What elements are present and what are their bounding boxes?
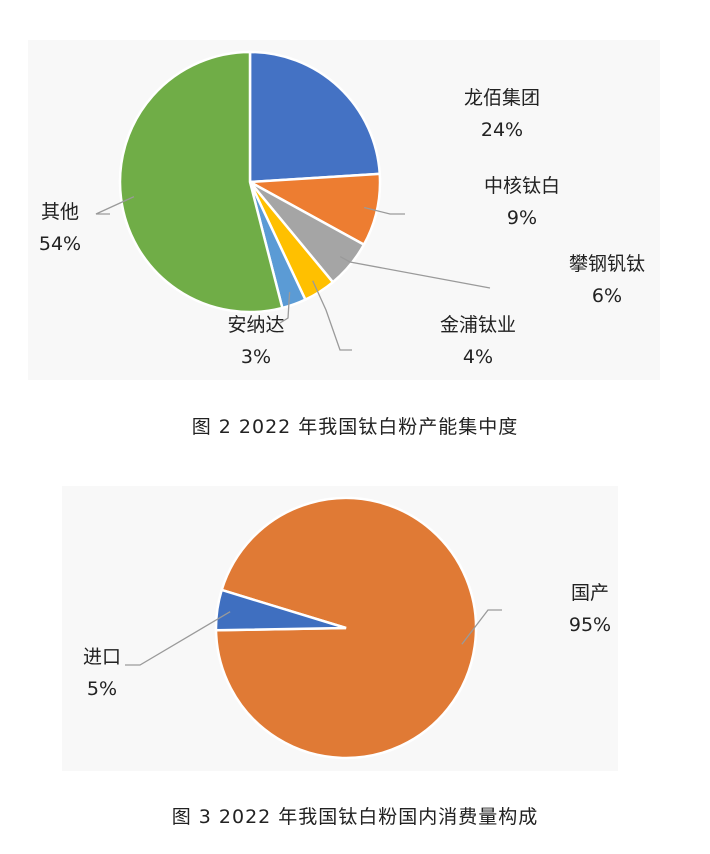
figure-caption: 图 2 2022 年我国钛白粉产能集中度 — [191, 416, 519, 438]
slice-value-label: 24% — [481, 119, 523, 141]
slice-name-label: 其他 — [41, 201, 79, 223]
slice-value-label: 3% — [241, 346, 271, 368]
leader-line — [95, 196, 135, 215]
slice-value-label: 5% — [87, 678, 117, 700]
leader-line — [339, 256, 491, 289]
leader-line — [461, 609, 502, 645]
slice-name-label: 金浦钛业 — [440, 314, 516, 336]
slice-value-label: 54% — [39, 233, 81, 255]
leader-line — [364, 206, 405, 215]
leader-line — [125, 611, 231, 666]
leader-line — [312, 280, 352, 351]
slice-name-label: 攀钢钒钛 — [569, 253, 645, 275]
slice-name-label: 国产 — [571, 582, 609, 604]
leader-line — [279, 292, 291, 324]
pie-slice — [214, 588, 347, 632]
slice-value-label: 4% — [463, 346, 493, 368]
slice-name-label: 进口 — [83, 646, 121, 668]
slice-value-label: 9% — [507, 207, 537, 229]
figure-caption: 图 3 2022 年我国钛白粉国内消费量构成 — [171, 806, 539, 828]
slice-name-label: 龙佰集团 — [464, 87, 540, 109]
slice-name-label: 中核钛白 — [484, 175, 560, 197]
slice-value-label: 6% — [592, 285, 622, 307]
pie-slice — [248, 50, 382, 184]
slice-name-label: 安纳达 — [227, 314, 284, 336]
slice-value-label: 95% — [569, 614, 611, 636]
pie-slice — [118, 50, 284, 314]
